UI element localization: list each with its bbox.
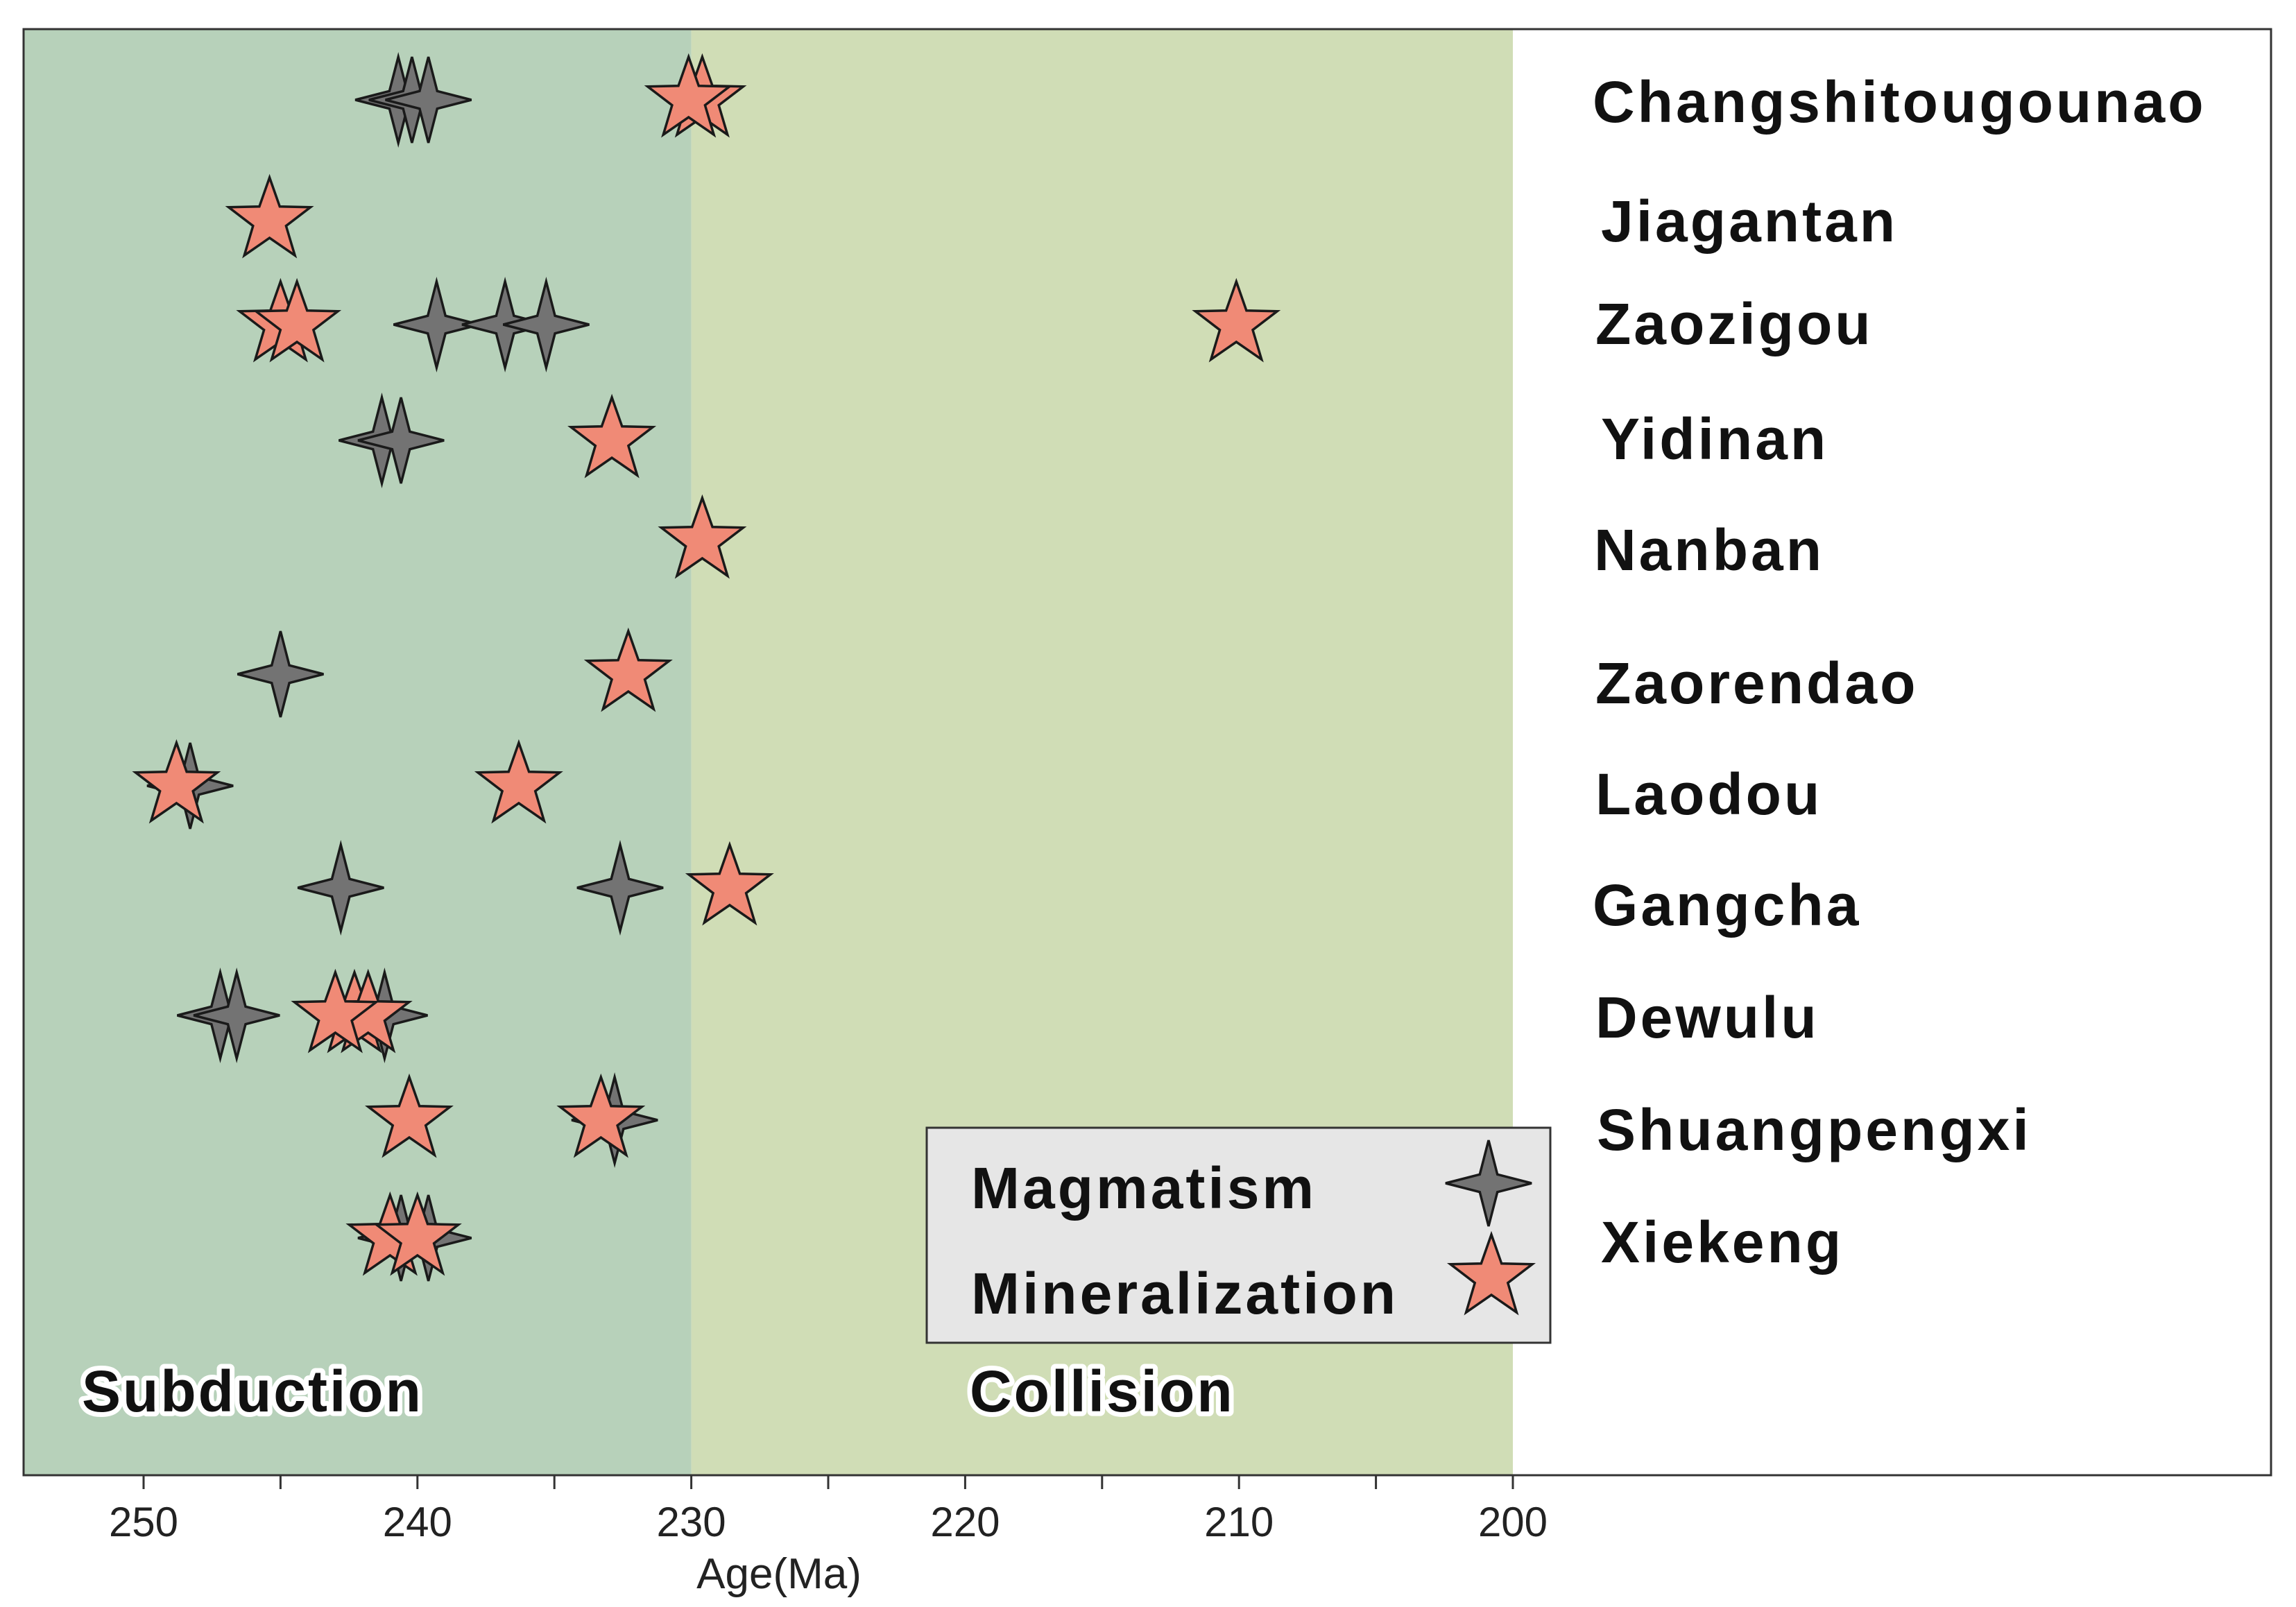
deposit-label: Gangcha: [1593, 873, 1861, 938]
magmatism-point: [357, 397, 445, 484]
deposit-labels: Changshitougounao Jiagantan Zaozigou Yidina…: [1593, 69, 2207, 1275]
mineralization-point: [474, 739, 563, 824]
legend-markers: [1445, 1140, 1536, 1316]
mineralization-point: [1192, 277, 1281, 363]
magmatism-point: [385, 56, 472, 144]
legend-box: [925, 1126, 1552, 1344]
deposit-label: Laodou: [1595, 762, 1822, 827]
deposit-label: Zaorendao: [1595, 651, 1918, 716]
x-tick-label: 220: [930, 1499, 1000, 1545]
data-points: [132, 52, 1281, 1282]
mineralization-point: [567, 393, 657, 479]
mineralization-point: [252, 277, 342, 363]
deposit-label: Shuangpengxi: [1597, 1097, 2032, 1162]
x-tick-label: 200: [1478, 1499, 1548, 1545]
legend-mineralization-icon: [1446, 1230, 1536, 1316]
mineralization-point: [372, 1191, 462, 1276]
mineralization-point: [644, 53, 733, 138]
region-label-collision: Collision: [970, 1359, 1235, 1424]
deposit-label: Zaozigou: [1595, 291, 1874, 356]
deposit-label: Changshitougounao: [1593, 69, 2207, 135]
mineralization-point: [583, 627, 673, 712]
x-tick-label: 240: [383, 1499, 452, 1545]
x-axis-title: Age(Ma): [696, 1550, 862, 1598]
magmatism-point: [297, 840, 384, 936]
mineralization-point: [291, 968, 380, 1054]
deposit-label: Xiekeng: [1601, 1210, 1844, 1275]
legend-label-mineralization: Mineralization: [971, 1261, 1398, 1326]
legend-label-magmatism: Magmatism: [971, 1155, 1317, 1221]
x-tick-label: 250: [109, 1499, 178, 1545]
magmatism-point: [193, 968, 280, 1063]
x-axis-tick-labels: 250 240 230 220 210 200: [109, 1499, 1548, 1545]
deposit-label: Dewulu: [1595, 985, 1819, 1050]
magmatism-point: [237, 630, 324, 718]
mineralization-point: [364, 1073, 454, 1158]
legend-magmatism-icon: [1445, 1140, 1532, 1227]
x-tick-label: 210: [1204, 1499, 1274, 1545]
magmatism-point: [502, 277, 590, 372]
magmatism-point: [393, 277, 480, 372]
deposit-label: Nanban: [1594, 517, 1824, 583]
plot-frame: [22, 28, 2272, 1477]
mineralization-point: [132, 739, 221, 824]
region-label-subduction: Subduction: [82, 1359, 423, 1424]
deposit-label: Jiagantan: [1601, 189, 1898, 254]
mineralization-point: [685, 841, 774, 926]
subduction-region: [24, 29, 692, 1475]
deposit-label: Yidinan: [1601, 406, 1828, 472]
mineralization-point: [556, 1073, 646, 1158]
mineralization-point: [658, 494, 747, 579]
legend: Magmatism Mineralization: [925, 1126, 1552, 1344]
x-tick-label: 230: [657, 1499, 726, 1545]
magmatism-point: [576, 840, 664, 936]
mineralization-point: [225, 173, 314, 259]
x-axis-ticks: [142, 1475, 1514, 1489]
